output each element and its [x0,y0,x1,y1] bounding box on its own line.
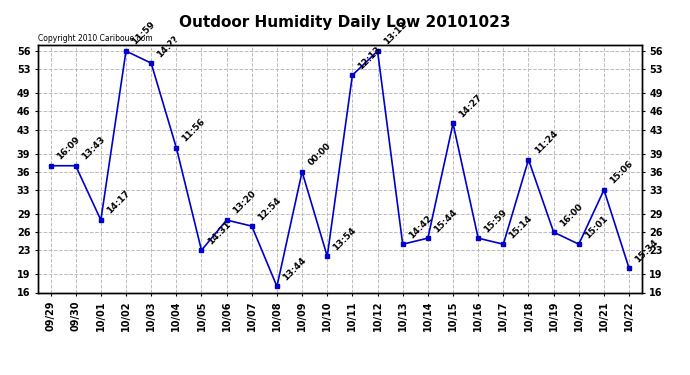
Text: 16:00: 16:00 [558,201,584,228]
Text: 14:??: 14:?? [155,34,181,59]
Text: 13:43: 13:43 [80,135,106,162]
Text: 14:17: 14:17 [105,189,132,216]
Text: 12:54: 12:54 [256,195,283,222]
Text: 15:06: 15:06 [608,159,635,186]
Text: 14:27: 14:27 [457,93,484,119]
Text: 13:12: 13:12 [382,20,408,47]
Text: 14:42: 14:42 [407,213,433,240]
Text: 12:13: 12:13 [357,44,383,71]
Text: 00:00: 00:00 [306,141,333,168]
Text: Copyright 2010 Cariboue.com: Copyright 2010 Cariboue.com [38,33,152,42]
Text: 11:56: 11:56 [181,117,207,144]
Text: 15:01: 15:01 [583,213,609,240]
Text: 15:34: 15:34 [633,237,660,264]
Text: 15:59: 15:59 [482,207,509,234]
Text: 14:31: 14:31 [206,219,233,246]
Text: Outdoor Humidity Daily Low 20101023: Outdoor Humidity Daily Low 20101023 [179,15,511,30]
Text: 13:54: 13:54 [331,225,358,252]
Text: 13:20: 13:20 [230,189,257,216]
Text: 11:59: 11:59 [130,20,157,47]
Text: 15:14: 15:14 [508,213,534,240]
Text: 11:24: 11:24 [533,129,560,156]
Text: 15:44: 15:44 [432,207,459,234]
Text: 13:44: 13:44 [281,255,308,282]
Text: 16:09: 16:09 [55,135,81,162]
